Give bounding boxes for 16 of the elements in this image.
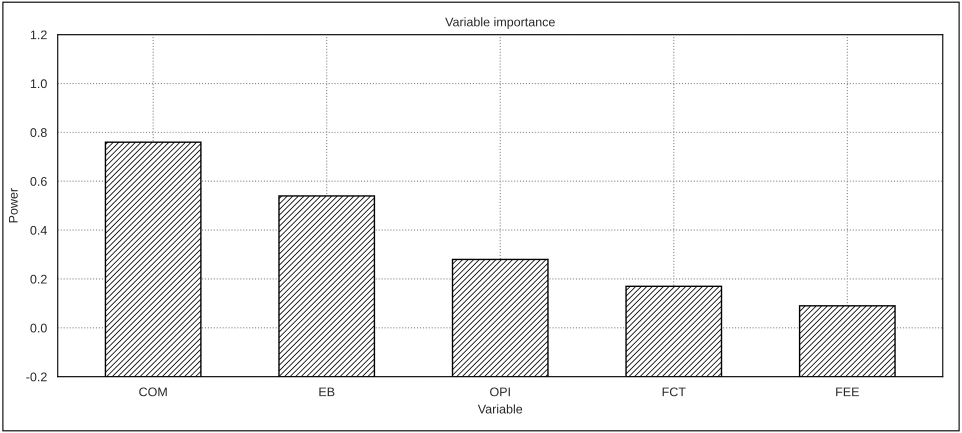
y-tick-label: 0.6 — [30, 177, 47, 186]
y-tick-label: 1.2 — [30, 30, 47, 40]
x-tick-label: OPI — [490, 387, 510, 396]
x-tick-label: FCT — [662, 387, 686, 396]
y-tick-label: 1.0 — [30, 79, 47, 88]
y-tick-label: 0.2 — [30, 274, 47, 284]
x-tick-label: FEE — [836, 388, 859, 396]
y-tick-label: 0.8 — [30, 128, 47, 138]
y-axis-title: Power — [9, 188, 18, 222]
chart-title: Variable importance — [445, 17, 555, 29]
y-tick-label: 0.0 — [30, 324, 47, 332]
y-tick-label: 0.4 — [30, 226, 47, 235]
x-tick-label: COM — [139, 387, 167, 396]
y-tick-label: -0.2 — [26, 372, 47, 382]
x-axis-title: Variable — [478, 404, 522, 414]
x-tick-label: EB — [319, 388, 334, 396]
